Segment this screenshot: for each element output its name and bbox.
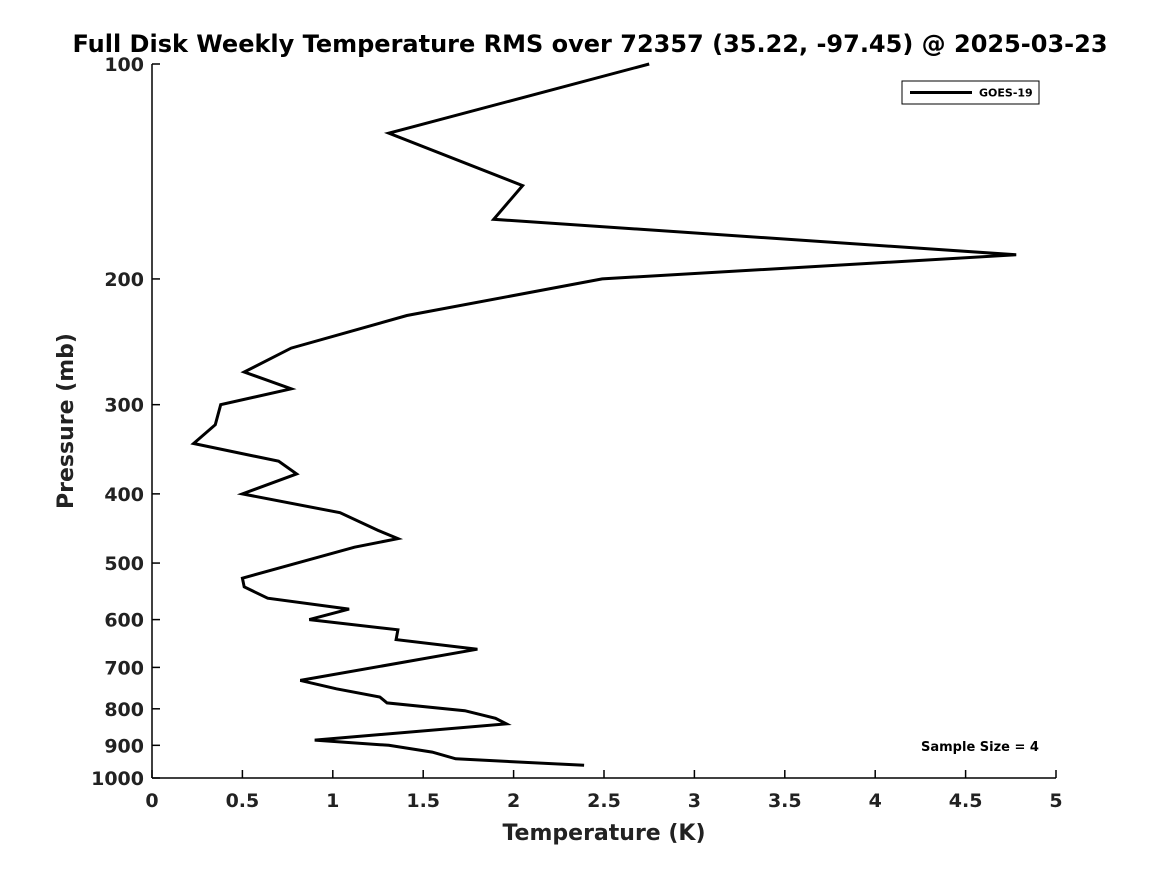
y-tick-label: 100 <box>104 54 144 76</box>
y-tick-label: 600 <box>104 610 144 632</box>
legend: GOES-19 <box>901 80 1040 105</box>
x-tick-label: 0.5 <box>226 790 260 812</box>
legend-label-goes-19: GOES-19 <box>979 87 1033 100</box>
sample-size-annotation: Sample Size = 4 <box>921 740 1039 755</box>
x-tick-label: 0 <box>145 790 158 812</box>
y-tick-label: 500 <box>104 553 144 575</box>
x-tick-label: 4.5 <box>949 790 983 812</box>
x-tick-label: 4 <box>869 790 882 812</box>
y-tick-label: 800 <box>104 699 144 721</box>
x-axis-label: Temperature (K) <box>502 821 705 846</box>
y-tick-label: 900 <box>104 735 144 757</box>
series-line-goes-19 <box>190 62 1017 767</box>
x-tick-label: 2 <box>507 790 520 812</box>
y-ticks: 100 200 300 400 500 600 700 800 900 1000 <box>91 54 160 790</box>
x-tick-label: 3.5 <box>768 790 802 812</box>
x-tick-label: 2.5 <box>587 790 621 812</box>
y-axis-label: Pressure (mb) <box>54 333 79 509</box>
y-tick-label: 400 <box>104 484 144 506</box>
plot-axes <box>151 64 1056 779</box>
y-tick-label: 700 <box>104 657 144 679</box>
y-tick-label: 200 <box>104 269 144 291</box>
y-tick-label: 300 <box>104 395 144 417</box>
x-tick-label: 1.5 <box>406 790 440 812</box>
y-tick-label: 1000 <box>91 768 144 790</box>
x-tick-label: 5 <box>1049 790 1062 812</box>
x-tick-label: 1 <box>326 790 339 812</box>
x-tick-label: 3 <box>688 790 701 812</box>
chart-title: Full Disk Weekly Temperature RMS over 72… <box>72 30 1107 58</box>
series-layer <box>190 62 1017 767</box>
x-ticks: 0 0.5 1 1.5 2 2.5 3 3.5 4 4.5 5 <box>145 770 1063 812</box>
